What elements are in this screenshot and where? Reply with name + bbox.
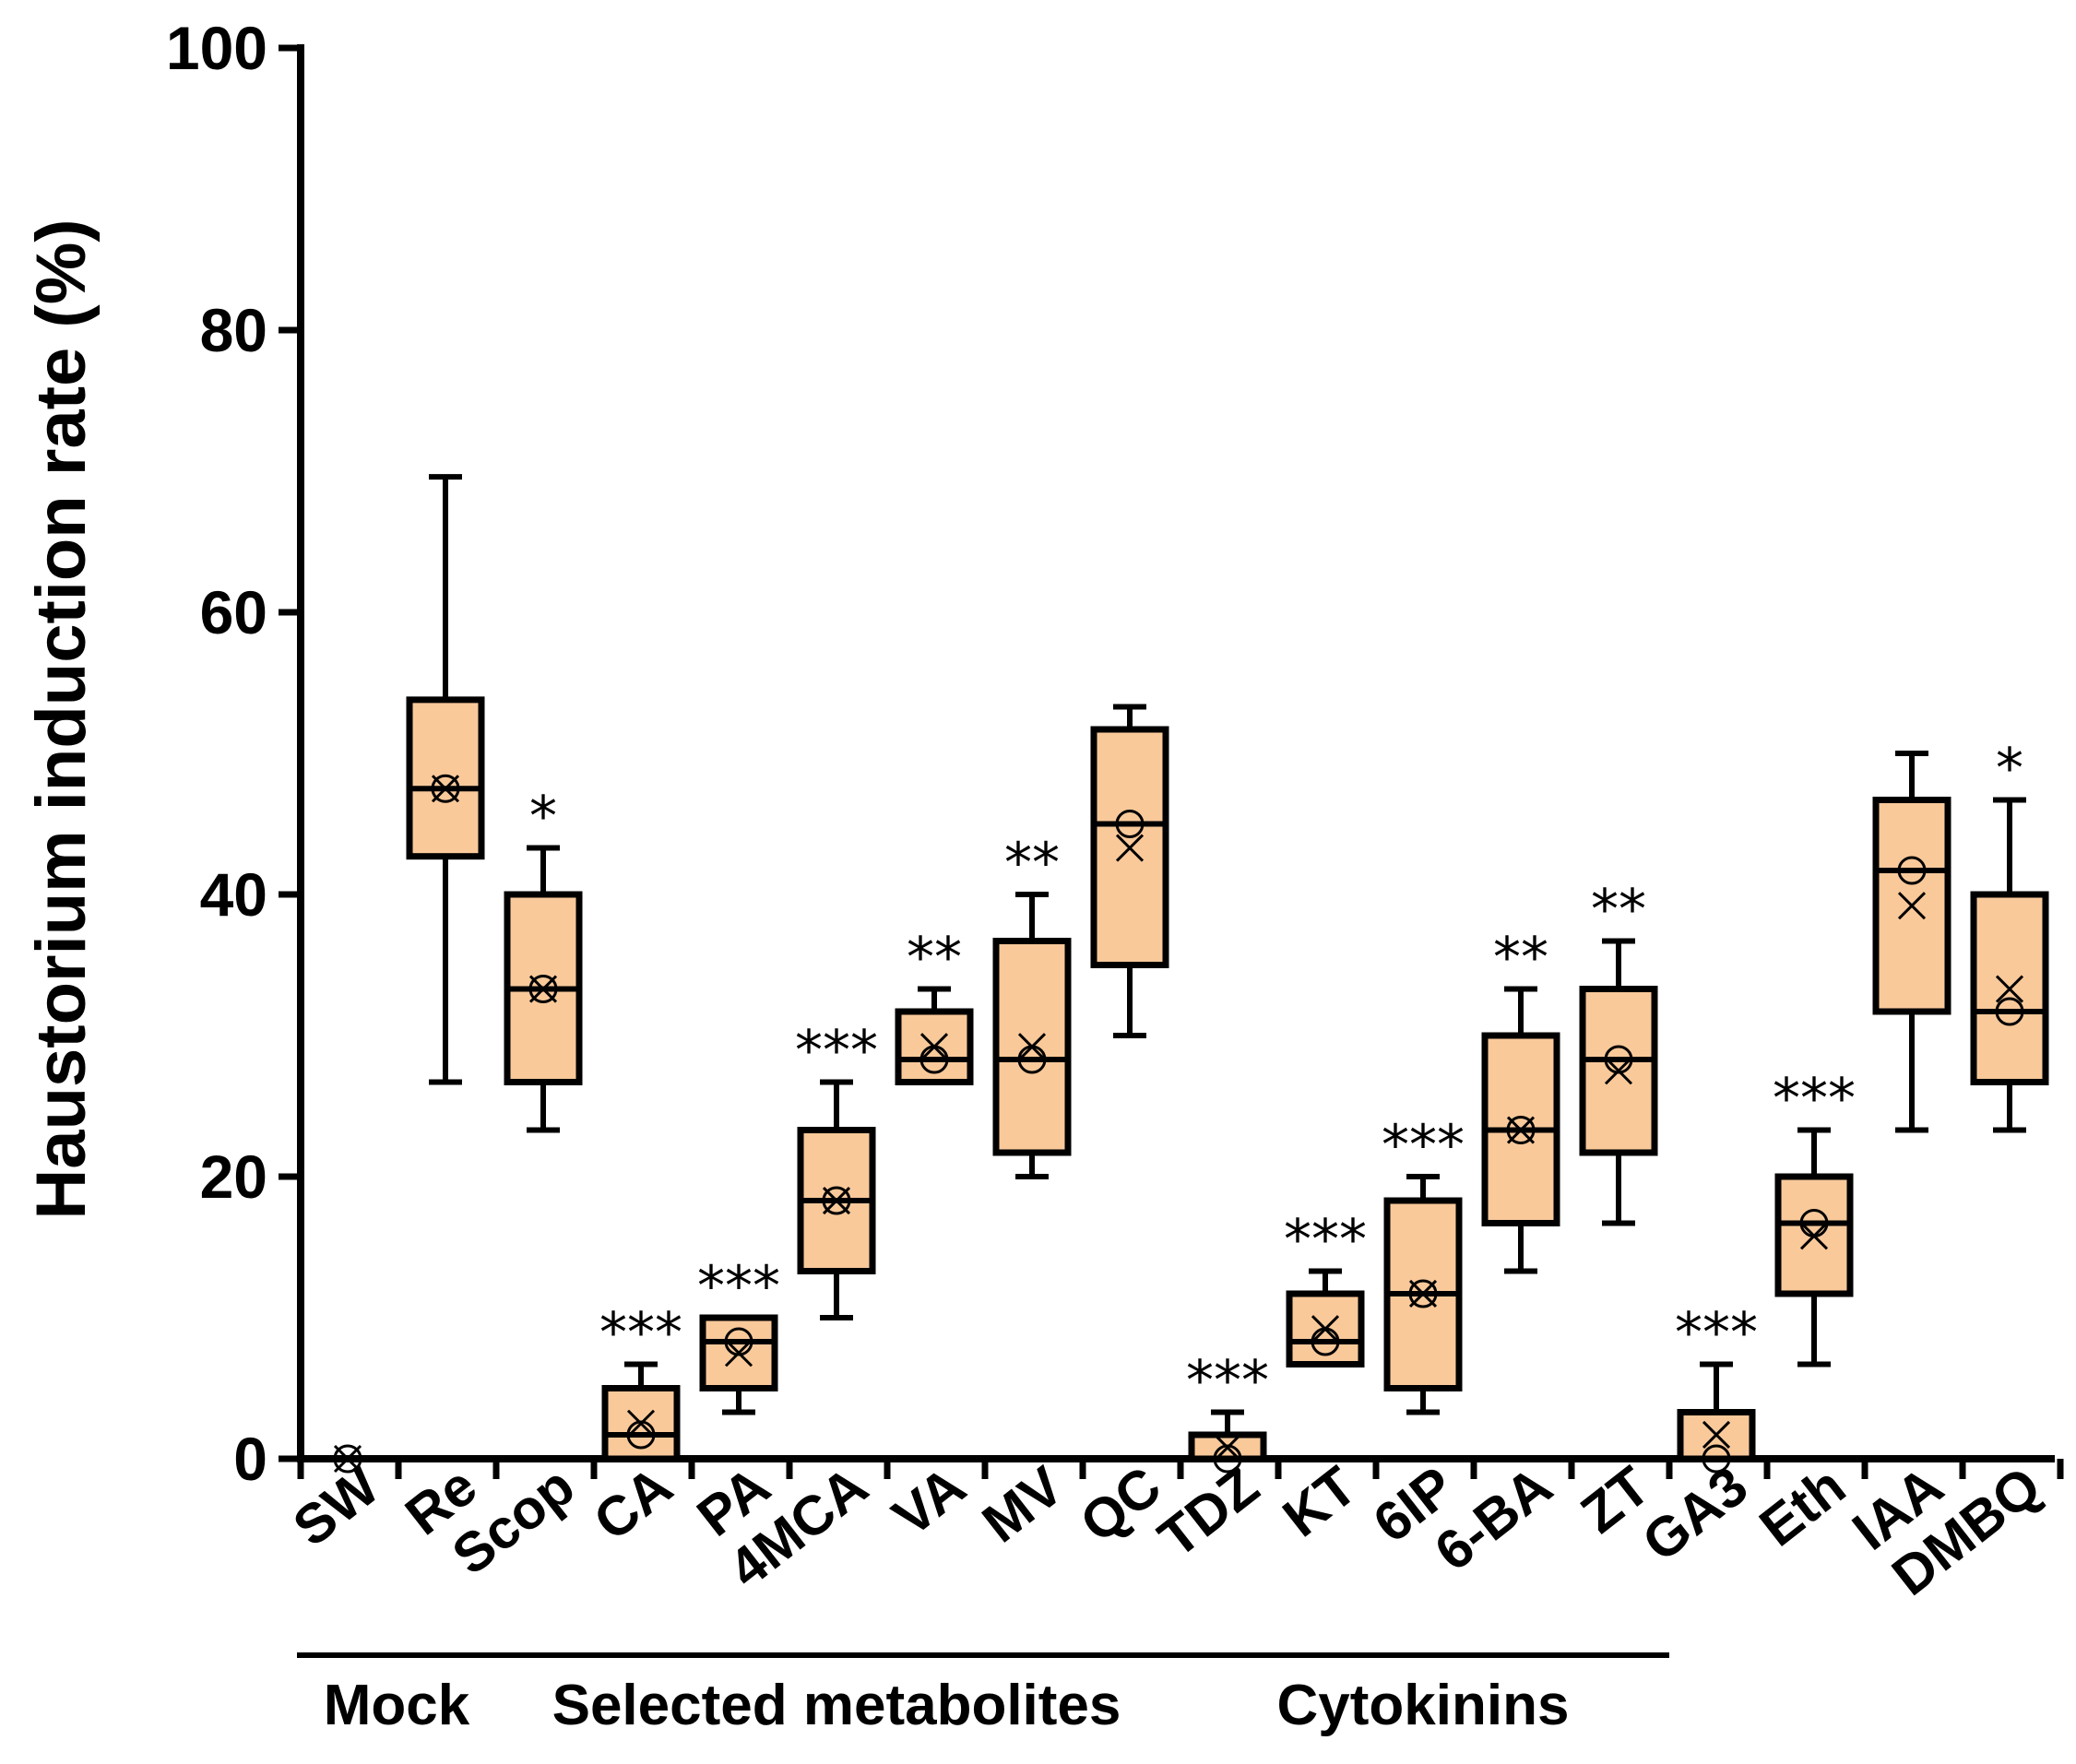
box-4mca: *** bbox=[795, 1018, 878, 1320]
box-iaa bbox=[1872, 751, 1951, 1133]
mean-marker bbox=[724, 1339, 753, 1367]
median-marker bbox=[528, 975, 558, 1004]
box-va: ** bbox=[895, 926, 974, 1085]
x-tick-label: VA bbox=[882, 1454, 977, 1547]
mean-marker bbox=[1995, 975, 2024, 1003]
box-ca: *** bbox=[599, 1300, 682, 1462]
box-tdz: *** bbox=[1186, 1349, 1269, 1474]
box-kt: *** bbox=[1284, 1208, 1367, 1367]
mean-marker bbox=[822, 1186, 851, 1215]
significance-label: *** bbox=[1284, 1208, 1367, 1273]
x-tick-label: CA bbox=[582, 1454, 683, 1552]
median-marker bbox=[1995, 997, 2024, 1026]
mean-marker bbox=[431, 775, 460, 803]
y-tick-label: 60 bbox=[200, 578, 267, 646]
median-marker bbox=[822, 1186, 851, 1215]
significance-label: * bbox=[1996, 736, 2023, 800]
y-axis-label: Haustorium induction rate (%) bbox=[22, 219, 101, 1219]
box-qc bbox=[1090, 704, 1169, 1038]
mean-marker bbox=[1311, 1315, 1340, 1344]
x-tick-label: TDZ bbox=[1147, 1454, 1270, 1569]
mean-marker bbox=[1408, 1279, 1438, 1308]
significance-label: *** bbox=[1382, 1113, 1465, 1178]
mean-marker bbox=[1604, 1057, 1633, 1085]
significance-label: *** bbox=[795, 1018, 878, 1083]
box-mv: ** bbox=[992, 831, 1072, 1179]
box-6-ba: ** bbox=[1481, 926, 1560, 1274]
median-marker bbox=[1897, 856, 1927, 885]
mean-marker bbox=[1897, 892, 1927, 920]
significance-label: ** bbox=[1004, 831, 1060, 895]
x-tick-label: 6-BA bbox=[1423, 1454, 1563, 1582]
significance-label: ** bbox=[1493, 926, 1548, 990]
significance-label: *** bbox=[1773, 1067, 1856, 1131]
mean-marker bbox=[1213, 1433, 1242, 1462]
median-marker bbox=[1115, 810, 1145, 838]
median-marker bbox=[333, 1444, 362, 1474]
median-marker bbox=[1702, 1444, 1731, 1474]
mean-marker bbox=[1702, 1420, 1731, 1450]
x-tick-label: GA3 bbox=[1631, 1454, 1759, 1573]
box-dmbq: * bbox=[1970, 736, 2049, 1133]
group-brackets: Mock Selected metabolites Cytokinins bbox=[297, 1652, 1669, 1737]
significance-label: *** bbox=[1186, 1349, 1269, 1414]
group-label: Mock bbox=[324, 1674, 470, 1737]
box-scop: * bbox=[504, 785, 583, 1133]
median-marker bbox=[431, 774, 460, 803]
x-tick-label: KT bbox=[1272, 1454, 1368, 1548]
box-6ip: *** bbox=[1382, 1113, 1465, 1415]
mean-marker bbox=[1799, 1222, 1829, 1250]
y-axis: 0 20 40 60 80 100 bbox=[166, 14, 304, 1493]
group-label: Cytokinins bbox=[1277, 1674, 1570, 1737]
box-series: ********************************** bbox=[333, 474, 2049, 1474]
iqr-box bbox=[1579, 986, 1658, 1156]
iqr-box bbox=[406, 696, 485, 860]
box-eth: *** bbox=[1773, 1067, 1856, 1367]
y-tick-label: 100 bbox=[166, 14, 267, 82]
mean-marker bbox=[1115, 834, 1145, 862]
significance-label: ** bbox=[907, 926, 962, 990]
box-sw bbox=[333, 1444, 362, 1474]
mean-marker bbox=[919, 1033, 949, 1061]
y-tick-label: 0 bbox=[233, 1425, 267, 1493]
median-marker bbox=[1506, 1116, 1536, 1145]
mean-marker bbox=[1506, 1116, 1536, 1144]
median-marker bbox=[1408, 1279, 1438, 1308]
mean-marker bbox=[626, 1409, 656, 1438]
box-zt: ** bbox=[1579, 877, 1658, 1226]
significance-label: ** bbox=[1591, 877, 1646, 941]
box-pa: *** bbox=[697, 1254, 780, 1415]
mean-marker bbox=[333, 1444, 362, 1474]
significance-label: *** bbox=[697, 1254, 780, 1319]
mean-marker bbox=[1017, 1033, 1047, 1061]
mean-marker bbox=[528, 975, 558, 1003]
box-re bbox=[406, 474, 485, 1085]
y-tick-label: 40 bbox=[200, 860, 267, 929]
group-label: Selected metabolites bbox=[552, 1674, 1121, 1737]
significance-label: *** bbox=[1675, 1300, 1758, 1365]
y-tick-label: 80 bbox=[200, 296, 267, 364]
box-ga3: *** bbox=[1675, 1300, 1758, 1474]
y-tick-label: 20 bbox=[200, 1142, 267, 1211]
significance-label: *** bbox=[599, 1300, 682, 1365]
significance-label: * bbox=[529, 785, 557, 849]
